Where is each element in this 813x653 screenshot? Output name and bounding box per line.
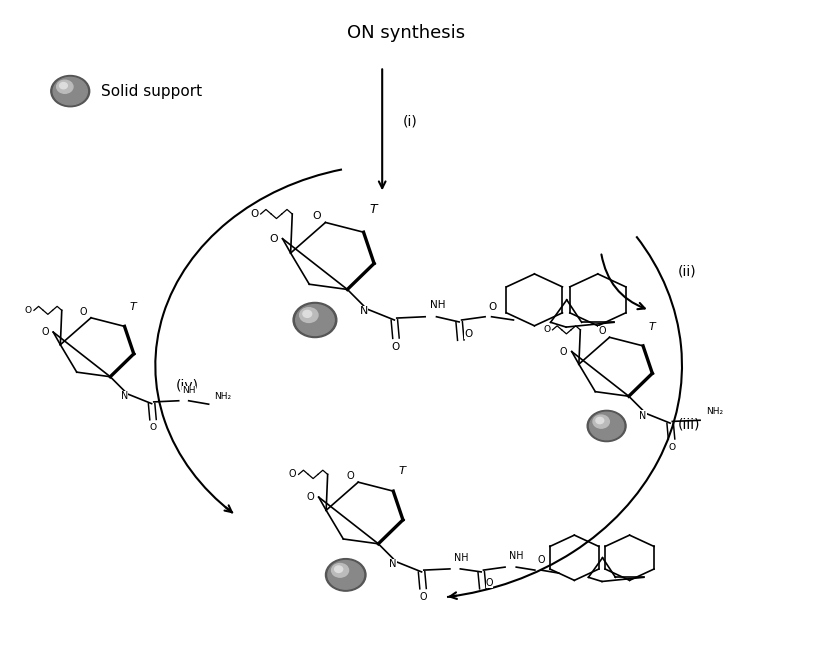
Text: O: O — [485, 578, 493, 588]
Text: O: O — [346, 471, 354, 481]
Text: (iii): (iii) — [678, 417, 701, 431]
Text: N: N — [640, 411, 646, 421]
Text: O: O — [250, 209, 259, 219]
Text: T: T — [369, 203, 377, 216]
Circle shape — [59, 82, 67, 89]
Text: O: O — [420, 592, 427, 602]
Text: T: T — [130, 302, 137, 312]
Circle shape — [596, 417, 604, 424]
Circle shape — [332, 564, 349, 577]
Text: O: O — [598, 326, 606, 336]
Text: O: O — [80, 307, 88, 317]
Text: O: O — [41, 327, 49, 337]
Text: NH: NH — [509, 551, 524, 561]
Text: O: O — [560, 347, 567, 357]
Text: O: O — [313, 211, 321, 221]
Circle shape — [325, 558, 366, 591]
Text: N: N — [121, 391, 128, 401]
Text: O: O — [538, 555, 546, 565]
Text: (i): (i) — [402, 115, 417, 129]
Circle shape — [587, 410, 626, 441]
Circle shape — [335, 566, 343, 573]
Text: T: T — [398, 466, 406, 476]
Text: NH: NH — [454, 553, 468, 563]
Text: O: O — [150, 423, 157, 432]
Text: N: N — [389, 559, 397, 569]
Text: O: O — [24, 306, 32, 315]
Circle shape — [50, 76, 89, 106]
Text: O: O — [392, 342, 400, 352]
Text: N: N — [359, 306, 367, 315]
Circle shape — [328, 560, 363, 589]
Circle shape — [589, 412, 624, 439]
Circle shape — [57, 80, 73, 93]
Text: NH₂: NH₂ — [214, 392, 231, 401]
Text: (iv): (iv) — [176, 378, 198, 392]
Circle shape — [53, 78, 87, 105]
Text: (ii): (ii) — [678, 264, 697, 278]
Text: ON synthesis: ON synthesis — [347, 24, 466, 42]
Text: NH₂: NH₂ — [706, 407, 723, 416]
Text: Solid support: Solid support — [101, 84, 202, 99]
Circle shape — [300, 308, 318, 323]
Text: O: O — [307, 492, 315, 502]
Text: O: O — [289, 470, 297, 479]
Circle shape — [293, 302, 337, 338]
Text: O: O — [489, 302, 497, 311]
Text: O: O — [464, 328, 472, 339]
Circle shape — [593, 415, 610, 428]
Circle shape — [303, 310, 311, 317]
Text: NH: NH — [430, 300, 446, 310]
Text: O: O — [668, 443, 675, 452]
Text: T: T — [648, 321, 655, 332]
Text: O: O — [269, 234, 278, 244]
Text: NH: NH — [182, 386, 196, 395]
Text: O: O — [543, 325, 550, 334]
Circle shape — [296, 304, 334, 336]
